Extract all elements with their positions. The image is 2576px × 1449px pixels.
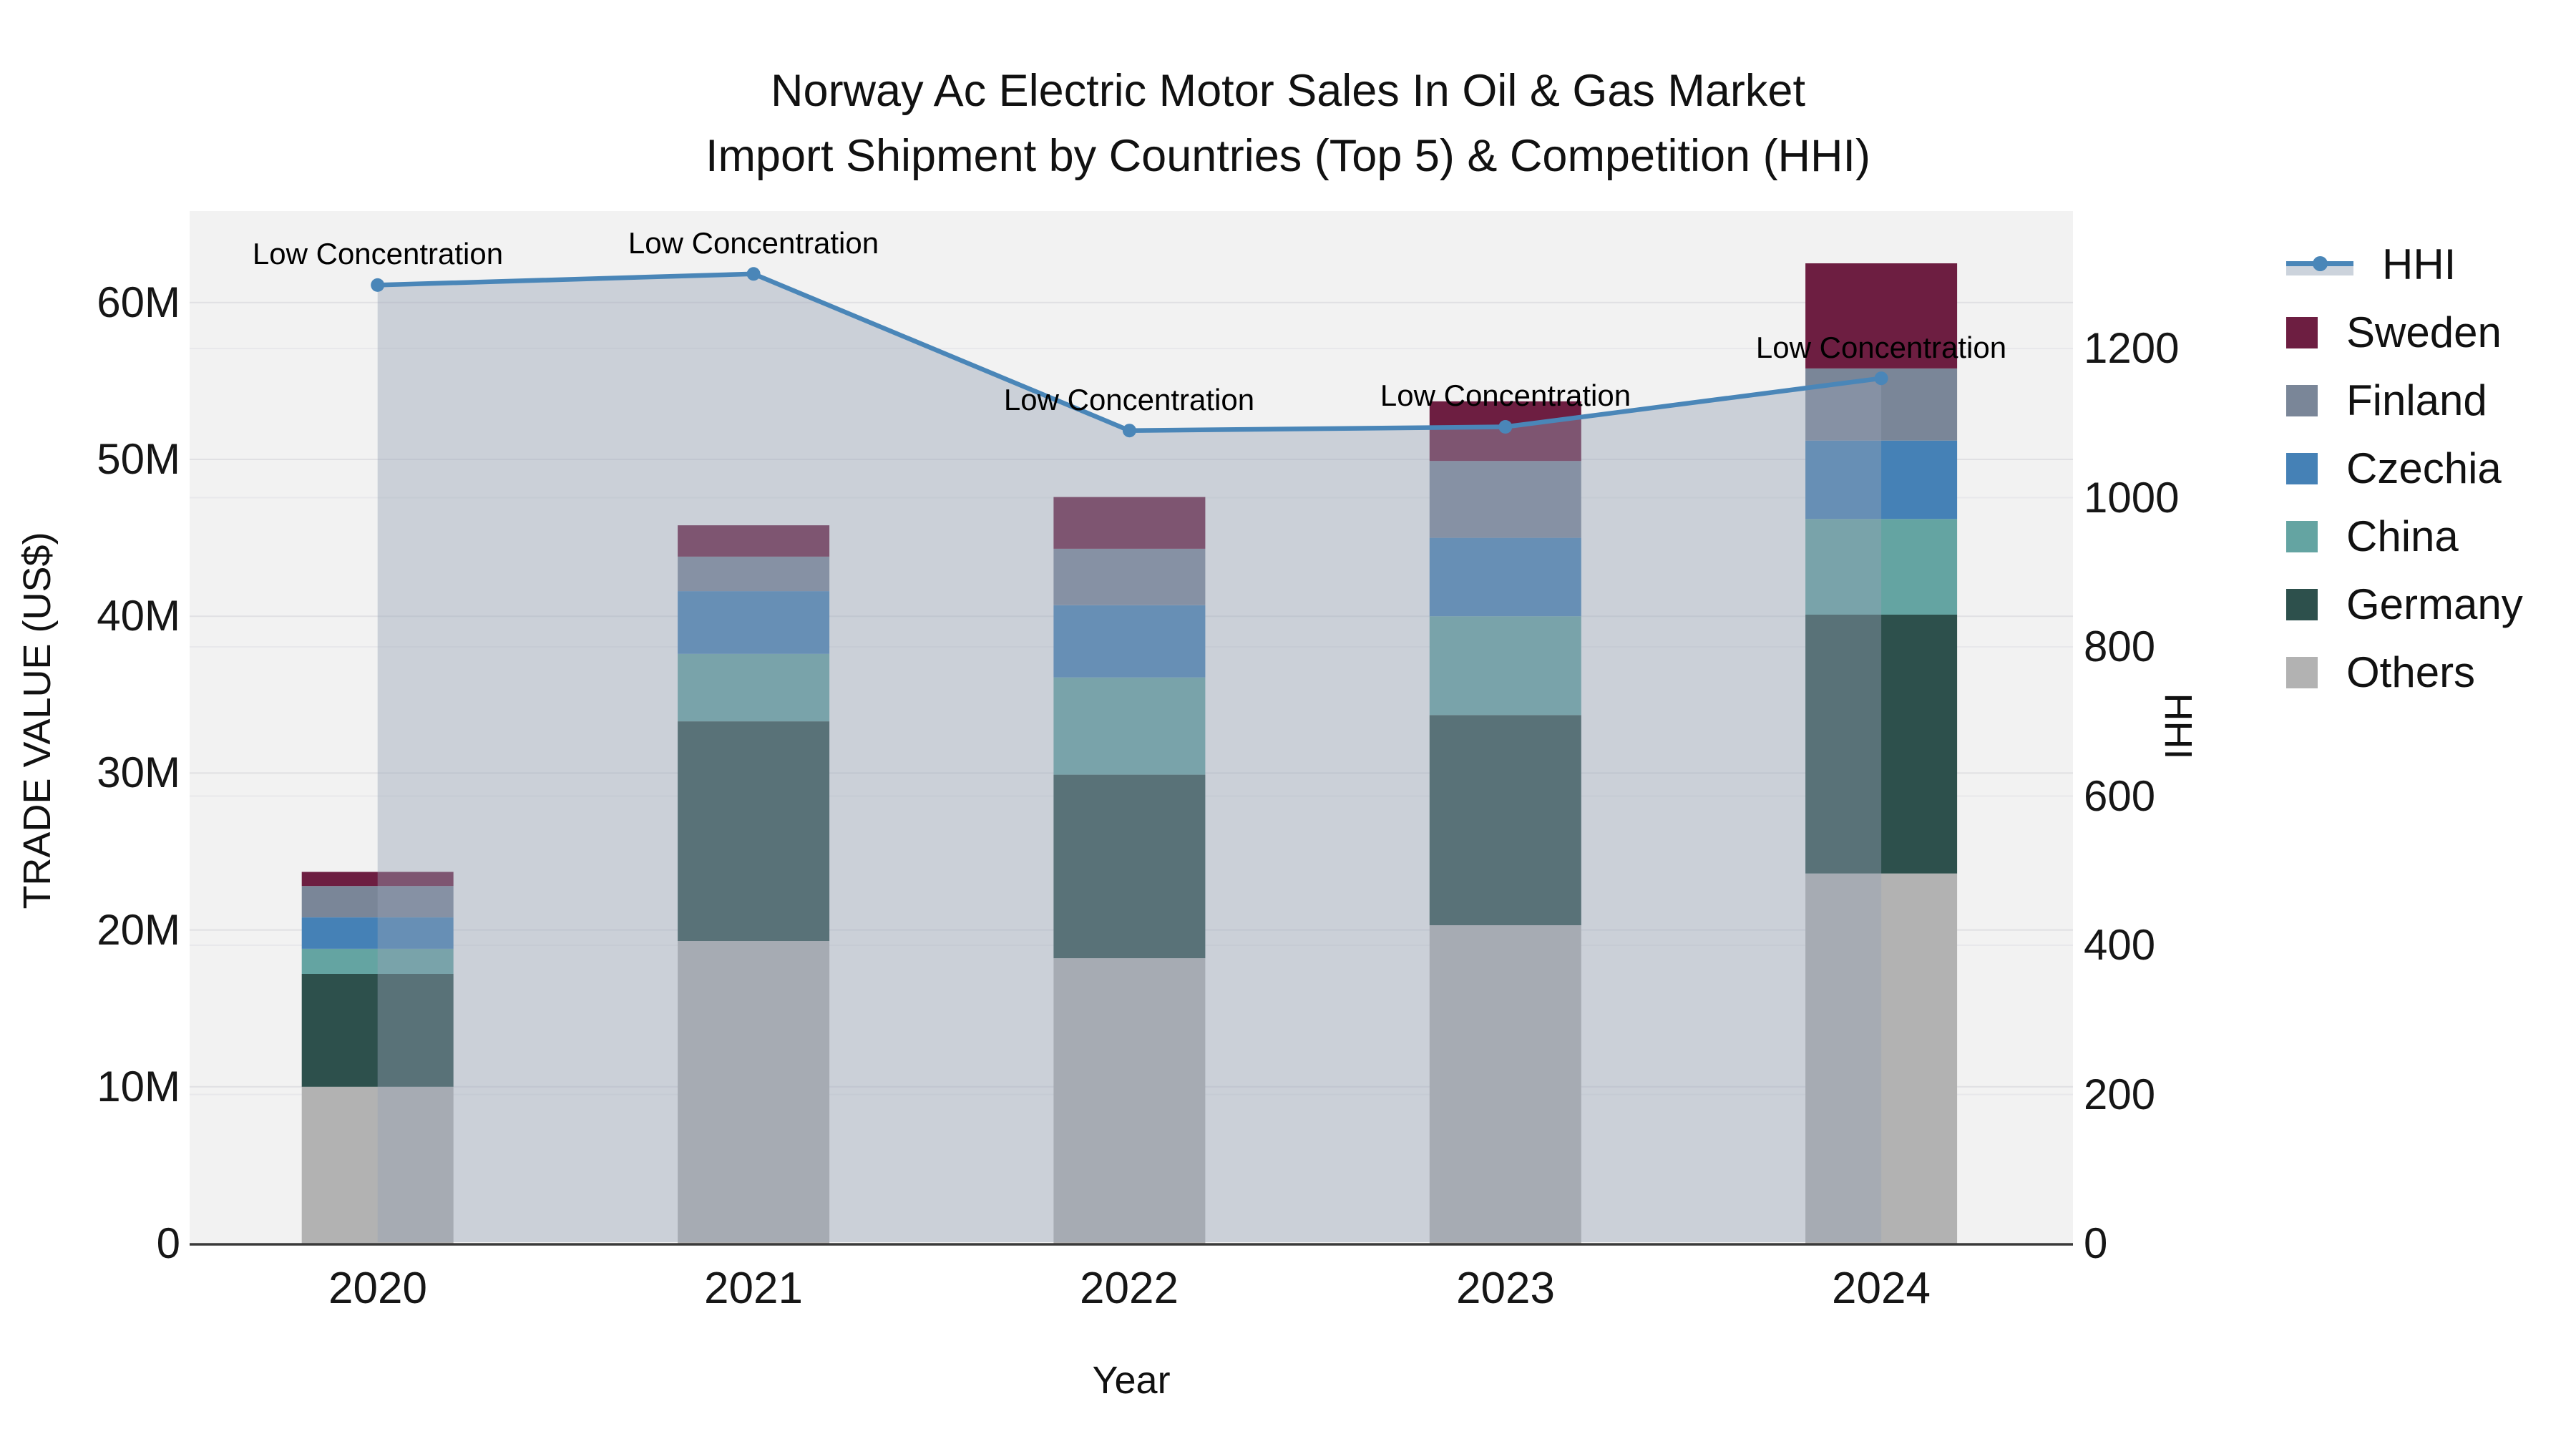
bar-segment-china-2020[interactable] bbox=[301, 948, 454, 974]
bar-segment-sweden-2022[interactable] bbox=[1053, 497, 1206, 549]
legend-item-sweden[interactable]: Sweden bbox=[2286, 309, 2502, 356]
x-axis-tick-2020: 2020 bbox=[328, 1264, 427, 1313]
bar-segment-others-2022[interactable] bbox=[1053, 958, 1206, 1244]
bar-segment-china-2021[interactable] bbox=[678, 653, 830, 722]
bar-segment-germany-2021[interactable] bbox=[678, 721, 830, 941]
legend-swatch-icon bbox=[2286, 657, 2318, 688]
hhi-marker-2023[interactable] bbox=[1498, 420, 1513, 434]
right-axis-tick-800: 800 bbox=[2084, 623, 2156, 670]
legend-item-others[interactable]: Others bbox=[2286, 649, 2475, 696]
hhi-marker-2022[interactable] bbox=[1122, 424, 1136, 438]
annotation-2021: Low Concentration bbox=[628, 226, 879, 260]
legend-label: Sweden bbox=[2346, 308, 2502, 356]
right-axis-tick-0: 0 bbox=[2084, 1219, 2108, 1267]
bar-segment-czechia-2024[interactable] bbox=[1805, 440, 1958, 519]
right-axis-tick-200: 200 bbox=[2084, 1070, 2156, 1118]
bar-segment-sweden-2020[interactable] bbox=[301, 872, 454, 887]
legend-label: Finland bbox=[2346, 376, 2487, 424]
legend-label: Germany bbox=[2346, 580, 2523, 628]
legend-item-germany[interactable]: Germany bbox=[2286, 581, 2523, 628]
bar-segment-china-2022[interactable] bbox=[1053, 677, 1206, 775]
annotation-2022: Low Concentration bbox=[1003, 383, 1255, 416]
bar-segment-sweden-2021[interactable] bbox=[678, 525, 830, 557]
left-axis-tick-0: 0 bbox=[156, 1219, 180, 1267]
annotation-2024: Low Concentration bbox=[1755, 331, 2007, 364]
x-axis-tick-2022: 2022 bbox=[1080, 1264, 1179, 1313]
left-axis-tick-10M: 10M bbox=[97, 1063, 180, 1111]
hhi-line-sample-icon bbox=[2286, 249, 2353, 280]
legend-label: Others bbox=[2346, 648, 2476, 696]
legend-item-czechia[interactable]: Czechia bbox=[2286, 445, 2502, 492]
bar-segment-china-2023[interactable] bbox=[1429, 616, 1581, 716]
left-axis-tick-40M: 40M bbox=[97, 592, 180, 640]
bar-segment-czechia-2022[interactable] bbox=[1053, 605, 1206, 678]
left-axis-tick-20M: 20M bbox=[97, 906, 180, 954]
legend-swatch-icon bbox=[2286, 385, 2318, 416]
left-axis-tick-50M: 50M bbox=[97, 435, 180, 483]
hhi-marker-2020[interactable] bbox=[371, 278, 385, 292]
legend-swatch-icon bbox=[2286, 317, 2318, 348]
bar-segment-finland-2020[interactable] bbox=[301, 886, 454, 917]
legend-swatch-icon bbox=[2286, 589, 2318, 620]
bar-segment-germany-2024[interactable] bbox=[1805, 615, 1958, 874]
bar-segment-china-2024[interactable] bbox=[1805, 519, 1958, 615]
chart-title-line1: Norway Ac Electric Motor Sales In Oil & … bbox=[771, 66, 1805, 116]
bar-segment-czechia-2023[interactable] bbox=[1429, 537, 1581, 617]
right-axis-title: HHI bbox=[2157, 693, 2200, 760]
x-axis-tick-2023: 2023 bbox=[1456, 1264, 1555, 1313]
legend-label: China bbox=[2346, 512, 2459, 560]
right-axis-tick-1000: 1000 bbox=[2084, 474, 2180, 522]
legend-label: HHI bbox=[2382, 240, 2457, 288]
bar-segment-germany-2022[interactable] bbox=[1053, 774, 1206, 959]
bar-segment-finland-2021[interactable] bbox=[678, 556, 830, 592]
legend-swatch-icon bbox=[2286, 521, 2318, 552]
bar-segment-sweden-2024[interactable] bbox=[1805, 263, 1958, 369]
bar-segment-others-2021[interactable] bbox=[678, 940, 830, 1244]
left-axis-tick-60M: 60M bbox=[97, 278, 180, 326]
legend-item-china[interactable]: China bbox=[2286, 513, 2459, 560]
right-axis-tick-1200: 1200 bbox=[2084, 324, 2180, 372]
bar-segment-germany-2023[interactable] bbox=[1429, 715, 1581, 925]
legend-item-hhi[interactable]: HHI bbox=[2286, 241, 2456, 288]
left-axis-tick-30M: 30M bbox=[97, 748, 180, 796]
chart-title-line2: Import Shipment by Countries (Top 5) & C… bbox=[705, 131, 1871, 181]
x-axis-title: Year bbox=[1092, 1359, 1171, 1402]
bar-segment-others-2023[interactable] bbox=[1429, 925, 1581, 1244]
right-axis-tick-600: 600 bbox=[2084, 772, 2156, 820]
bar-segment-czechia-2020[interactable] bbox=[301, 917, 454, 949]
bar-segment-finland-2023[interactable] bbox=[1429, 461, 1581, 538]
x-axis-tick-2021: 2021 bbox=[704, 1264, 803, 1313]
hhi-area-fill bbox=[377, 273, 1882, 1242]
x-axis-tick-2024: 2024 bbox=[1832, 1264, 1931, 1313]
bar-segment-germany-2020[interactable] bbox=[301, 974, 454, 1087]
legend-item-finland[interactable]: Finland bbox=[2286, 377, 2487, 424]
bar-segment-finland-2022[interactable] bbox=[1053, 548, 1206, 605]
bar-segment-others-2024[interactable] bbox=[1805, 873, 1958, 1244]
legend-label: Czechia bbox=[2346, 444, 2502, 492]
hhi-marker-2021[interactable] bbox=[746, 267, 761, 281]
bar-segment-czechia-2021[interactable] bbox=[678, 591, 830, 654]
right-axis-tick-400: 400 bbox=[2084, 921, 2156, 969]
annotation-2020: Low Concentration bbox=[252, 237, 504, 270]
bar-segment-others-2020[interactable] bbox=[301, 1086, 454, 1244]
annotation-2023: Low Concentration bbox=[1380, 379, 1631, 412]
hhi-marker-2024[interactable] bbox=[1874, 371, 1888, 386]
legend-swatch-icon bbox=[2286, 453, 2318, 484]
left-axis-title: TRADE VALUE (US$) bbox=[16, 532, 59, 909]
